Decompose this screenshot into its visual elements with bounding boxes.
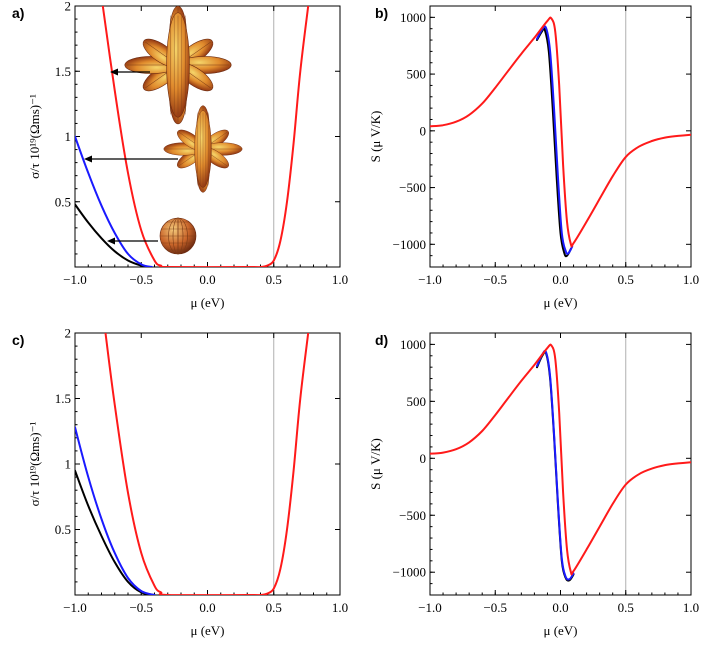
x-tick-label: 0.5 bbox=[266, 600, 282, 615]
panel-label: a) bbox=[12, 5, 24, 21]
fermi-surface-sphere bbox=[159, 217, 197, 255]
series-red bbox=[104, 333, 310, 595]
series-black bbox=[75, 469, 156, 595]
panel-label: c) bbox=[12, 332, 24, 348]
x-tick-label: 1.0 bbox=[683, 600, 699, 615]
panel-b: b) −1.0 −0.5 0.0 0.5 1.0 −1000 −500 0 500 1000 μ (e… bbox=[368, 5, 699, 310]
series-red bbox=[430, 343, 691, 576]
y-axis-label: σ/τ 10¹⁹(Ωms)⁻¹ bbox=[27, 94, 42, 179]
x-tick-label: 0.0 bbox=[552, 600, 568, 615]
y-tick-label: −500 bbox=[399, 508, 426, 523]
series-blue bbox=[536, 349, 575, 581]
arrow-head bbox=[110, 68, 118, 76]
x-tick-label: 1.0 bbox=[332, 272, 348, 287]
series-blue bbox=[75, 426, 156, 595]
y-tick-label: 0 bbox=[420, 451, 427, 466]
y-tick-label: 500 bbox=[407, 394, 427, 409]
x-axis-label: μ (eV) bbox=[190, 623, 224, 638]
panel-label: d) bbox=[375, 332, 388, 348]
y-tick-label: 1000 bbox=[400, 10, 426, 25]
arrow-to-black bbox=[107, 237, 158, 245]
x-tick-label: 0.5 bbox=[618, 272, 634, 287]
fermi-surface-medium bbox=[163, 105, 243, 193]
y-tick-label: 1 bbox=[65, 129, 72, 144]
arrow-to-blue bbox=[84, 155, 178, 163]
y-tick-label: 1 bbox=[65, 457, 72, 472]
x-tick-label: 0.5 bbox=[618, 600, 634, 615]
y-tick-label: 0.5 bbox=[55, 194, 71, 209]
y-tick-label: −1000 bbox=[393, 237, 426, 252]
series-red bbox=[101, 6, 310, 267]
y-tick-label: −500 bbox=[399, 180, 426, 195]
series-black bbox=[536, 27, 572, 258]
x-tick-label: −1.0 bbox=[418, 272, 442, 287]
series-black bbox=[75, 203, 149, 267]
panel-c: c) −1.0 −0.5 0.0 0.5 1.0 0.5 1 1.5 2 μ (eV) σ/τ 10¹… bbox=[12, 326, 348, 639]
series-red bbox=[430, 16, 691, 248]
series-blue bbox=[75, 135, 153, 267]
y-tick-label: 1000 bbox=[400, 337, 426, 352]
y-tick-label: 2 bbox=[65, 326, 72, 341]
y-tick-label: 1.5 bbox=[55, 391, 71, 406]
series-blue bbox=[536, 25, 574, 255]
x-tick-label: 1.0 bbox=[683, 272, 699, 287]
arrow-head bbox=[107, 237, 115, 245]
panel-d: d) −1.0 −0.5 0.0 0.5 1.0 −1000 −500 0 500 1000 μ (e… bbox=[368, 332, 699, 638]
y-tick-label: 1.5 bbox=[55, 64, 71, 79]
x-tick-label: −1.0 bbox=[63, 600, 87, 615]
x-tick-label: −0.5 bbox=[129, 600, 153, 615]
fermi-surface-large bbox=[124, 5, 232, 125]
x-tick-label: −0.5 bbox=[483, 272, 507, 287]
y-axis-label: S (μ V/K) bbox=[368, 438, 383, 490]
panel-a: a) −1.0 −0.5 0.0 0.5 1.0 0.5 1 1.5 2 μ (eV) σ/τ 10¹… bbox=[12, 0, 348, 310]
x-tick-label: 0.5 bbox=[266, 272, 282, 287]
x-tick-label: 0.0 bbox=[552, 272, 568, 287]
plot-frame bbox=[74, 332, 341, 596]
x-axis-label: μ (eV) bbox=[190, 295, 224, 310]
x-tick-label: −1.0 bbox=[63, 272, 87, 287]
x-tick-label: 0.0 bbox=[199, 272, 215, 287]
y-tick-label: −1000 bbox=[393, 565, 426, 580]
y-tick-label: 500 bbox=[407, 67, 427, 82]
arrow-head bbox=[84, 155, 92, 163]
x-tick-label: −1.0 bbox=[418, 600, 442, 615]
x-tick-label: 1.0 bbox=[332, 600, 348, 615]
y-tick-label: 0.5 bbox=[55, 522, 71, 537]
x-tick-label: 0.0 bbox=[199, 600, 215, 615]
y-tick-label: 0 bbox=[420, 123, 427, 138]
x-tick-label: −0.5 bbox=[483, 600, 507, 615]
arrow-to-red bbox=[110, 68, 150, 76]
x-tick-label: −0.5 bbox=[129, 272, 153, 287]
y-axis-label: S (μ V/K) bbox=[368, 111, 383, 163]
x-axis-label: μ (eV) bbox=[543, 623, 577, 638]
panel-label: b) bbox=[375, 5, 388, 21]
y-tick-label: 2 bbox=[65, 0, 72, 14]
y-axis-label: σ/τ 10¹⁹(Ωms)⁻¹ bbox=[27, 422, 42, 507]
x-axis-label: μ (eV) bbox=[543, 295, 577, 310]
